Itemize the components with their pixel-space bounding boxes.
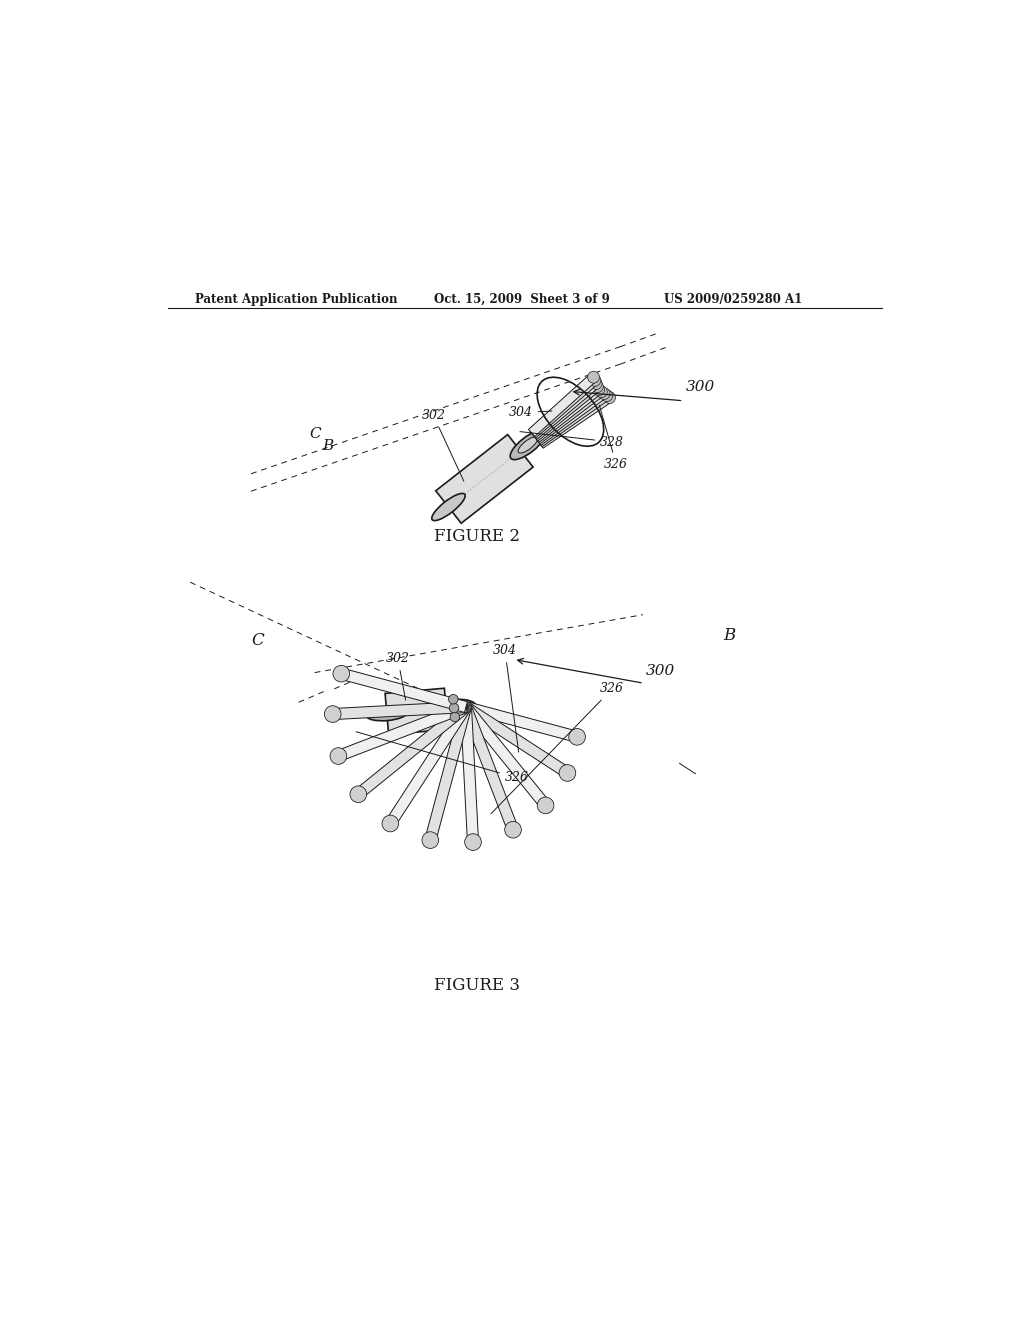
Text: C: C	[251, 632, 264, 649]
Ellipse shape	[382, 816, 398, 832]
Ellipse shape	[589, 375, 601, 387]
Ellipse shape	[593, 384, 604, 396]
Text: US 2009/0259280 A1: US 2009/0259280 A1	[664, 293, 802, 306]
Ellipse shape	[590, 378, 602, 389]
Ellipse shape	[601, 389, 612, 401]
Polygon shape	[333, 701, 466, 719]
Ellipse shape	[505, 821, 521, 838]
Text: 326: 326	[599, 405, 628, 471]
Text: 328: 328	[520, 432, 625, 449]
Ellipse shape	[595, 385, 607, 397]
Ellipse shape	[588, 371, 599, 383]
Ellipse shape	[559, 764, 575, 781]
Ellipse shape	[538, 797, 554, 813]
Text: 302: 302	[422, 409, 464, 480]
Text: 300: 300	[646, 664, 676, 677]
Ellipse shape	[465, 834, 481, 850]
Polygon shape	[537, 392, 609, 446]
Text: 300: 300	[686, 380, 715, 395]
Text: FIGURE 2: FIGURE 2	[434, 528, 520, 545]
Polygon shape	[386, 704, 471, 826]
Polygon shape	[425, 706, 471, 842]
Ellipse shape	[568, 729, 586, 746]
Polygon shape	[463, 702, 570, 777]
Ellipse shape	[330, 747, 347, 764]
Text: Patent Application Publication: Patent Application Publication	[196, 293, 398, 306]
Polygon shape	[465, 702, 579, 742]
Polygon shape	[461, 706, 478, 842]
Polygon shape	[535, 388, 604, 444]
Polygon shape	[528, 374, 597, 437]
Polygon shape	[355, 702, 469, 799]
Ellipse shape	[451, 713, 460, 722]
Polygon shape	[530, 380, 599, 440]
Ellipse shape	[432, 700, 476, 717]
Ellipse shape	[510, 430, 546, 459]
Text: Oct. 15, 2009  Sheet 3 of 9: Oct. 15, 2009 Sheet 3 of 9	[433, 293, 609, 306]
Ellipse shape	[325, 706, 341, 722]
Polygon shape	[385, 688, 447, 734]
Ellipse shape	[592, 380, 603, 392]
Ellipse shape	[333, 665, 349, 682]
Text: B: B	[723, 627, 735, 644]
Polygon shape	[529, 376, 598, 438]
Ellipse shape	[603, 392, 615, 404]
Ellipse shape	[422, 832, 438, 849]
Ellipse shape	[443, 704, 465, 713]
Polygon shape	[534, 385, 601, 442]
Ellipse shape	[450, 704, 459, 713]
Polygon shape	[538, 393, 612, 449]
Text: 304: 304	[493, 644, 518, 752]
Text: 304: 304	[509, 407, 552, 418]
Polygon shape	[436, 434, 534, 523]
Text: B: B	[323, 440, 334, 453]
Polygon shape	[337, 702, 468, 762]
Polygon shape	[462, 704, 550, 809]
Ellipse shape	[449, 694, 458, 704]
Text: FIGURE 3: FIGURE 3	[434, 977, 520, 994]
Polygon shape	[536, 389, 607, 445]
Polygon shape	[531, 383, 600, 441]
Ellipse shape	[350, 785, 367, 803]
Ellipse shape	[598, 388, 610, 400]
Text: 326: 326	[356, 731, 528, 784]
Ellipse shape	[432, 494, 465, 520]
Text: 326: 326	[490, 682, 625, 813]
Text: C: C	[309, 428, 321, 441]
Ellipse shape	[367, 708, 408, 721]
Ellipse shape	[518, 437, 538, 453]
Polygon shape	[461, 705, 518, 832]
Polygon shape	[340, 668, 467, 713]
Text: 302: 302	[386, 652, 410, 700]
